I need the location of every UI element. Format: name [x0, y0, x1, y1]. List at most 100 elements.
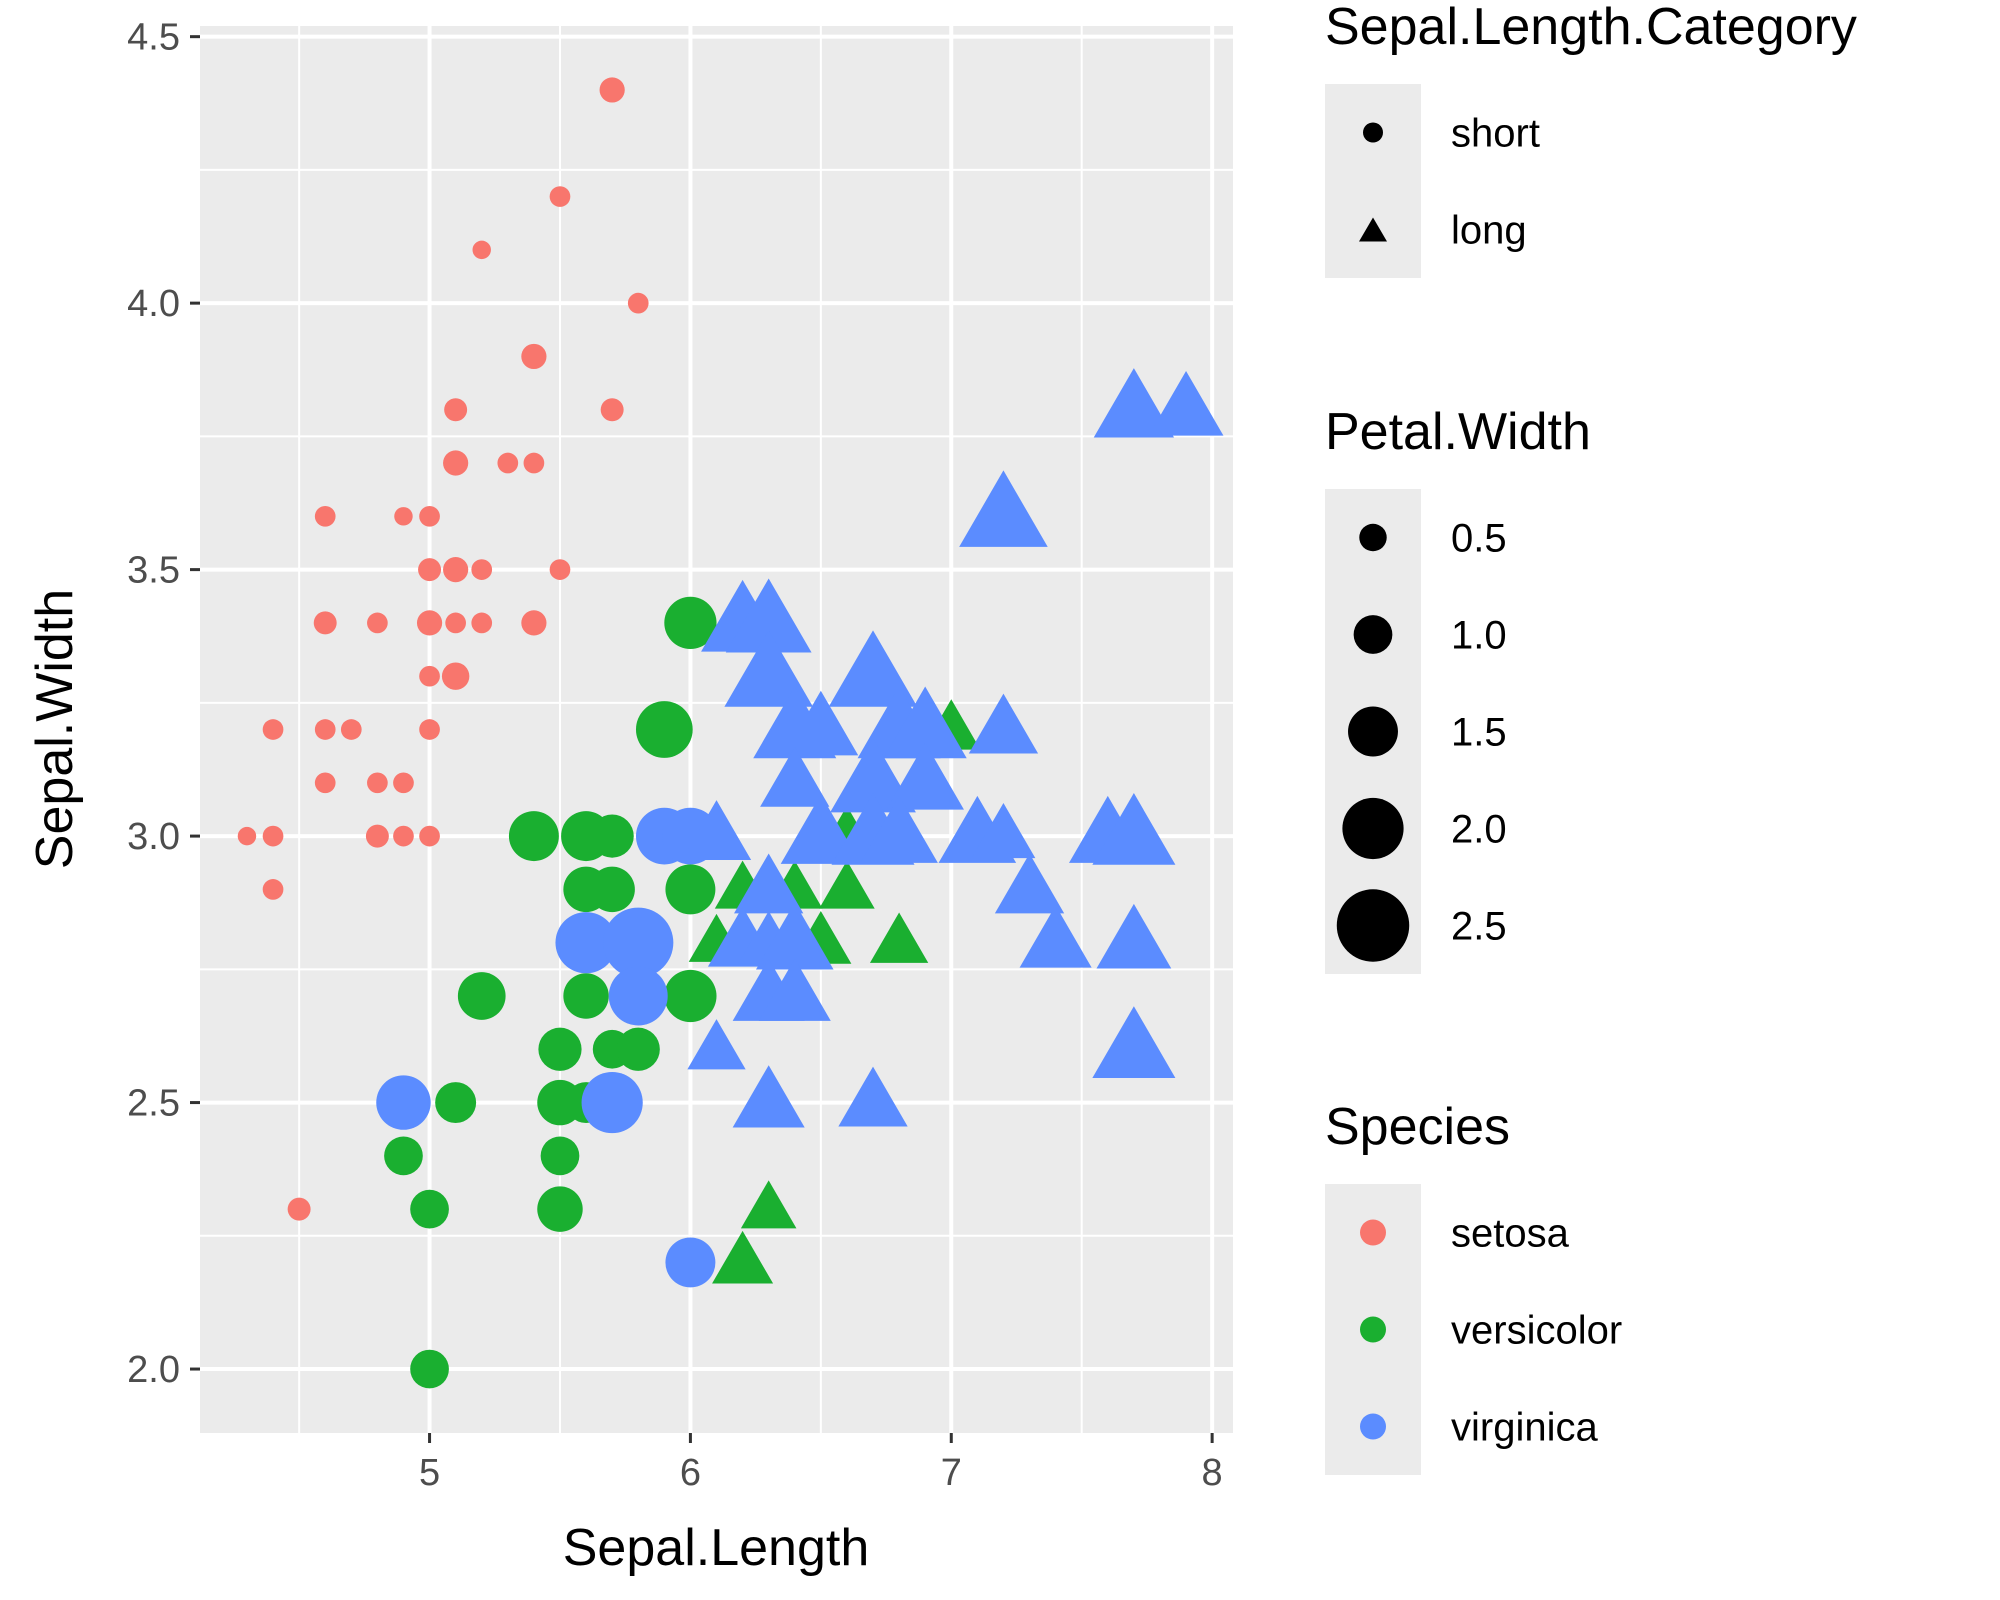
data-point-versicolor — [410, 1189, 449, 1229]
data-point-virginica — [838, 1066, 908, 1127]
data-point-virginica — [994, 853, 1065, 914]
legend-title-size: Petal.Width — [1325, 403, 1591, 461]
y-tick-label: 3.5 — [127, 550, 180, 592]
data-point-virginica — [860, 795, 938, 863]
data-point-versicolor — [538, 1027, 582, 1071]
data-point-setosa — [471, 559, 493, 580]
data-point-setosa — [416, 610, 443, 636]
y-axis-title: Sepal.Width — [26, 589, 84, 869]
data-point-setosa — [262, 879, 284, 900]
data-point-virginica — [725, 578, 812, 653]
y-tick-label: 2.5 — [127, 1083, 180, 1125]
data-point-virginica — [959, 470, 1048, 547]
data-point-setosa — [521, 343, 547, 370]
data-point-setosa — [340, 719, 362, 740]
data-point-virginica — [687, 1019, 746, 1070]
data-point-virginica — [780, 794, 861, 864]
data-point-setosa — [367, 772, 388, 794]
data-point-virginica — [755, 902, 834, 970]
data-point-virginica — [555, 912, 617, 974]
data-point-virginica — [665, 1237, 716, 1288]
data-point-versicolor — [740, 1180, 797, 1229]
data-point-virginica — [886, 742, 964, 810]
data-point-virginica — [581, 1071, 643, 1134]
legend-key-size-circle — [1348, 706, 1398, 757]
legend-label: 1.5 — [1451, 711, 1507, 755]
data-point-setosa — [443, 557, 469, 583]
y-tick-label: 4.0 — [127, 283, 180, 325]
data-point-setosa — [365, 824, 389, 848]
data-point-virginica — [1092, 1006, 1176, 1078]
data-point-setosa — [262, 825, 284, 847]
data-point-virginica — [971, 803, 1036, 859]
data-point-virginica — [603, 907, 674, 978]
x-tick-label: 7 — [941, 1452, 962, 1494]
data-point-virginica — [760, 746, 830, 807]
data-point-setosa — [287, 1197, 311, 1221]
data-point-setosa — [394, 507, 413, 526]
data-point-setosa — [313, 611, 337, 635]
data-point-setosa — [419, 505, 440, 527]
data-point-versicolor — [664, 596, 717, 650]
data-point-versicolor — [616, 1027, 660, 1071]
legend-label: short — [1451, 112, 1540, 156]
data-point-virginica — [1096, 903, 1172, 969]
data-point-setosa — [367, 612, 388, 634]
data-point-setosa — [523, 452, 545, 474]
data-point-versicolor — [457, 972, 506, 1020]
data-point-setosa — [443, 450, 469, 476]
data-point-setosa — [549, 559, 571, 580]
axes: 5 6 7 8 2.0 2.5 3.0 3.5 4.0 4.5 — [127, 17, 1223, 1494]
legend-key-size-circle — [1336, 889, 1410, 962]
data-point-versicolor — [819, 860, 875, 909]
data-point-versicolor — [435, 1082, 477, 1124]
data-point-versicolor — [635, 701, 693, 758]
data-point-setosa — [314, 772, 336, 794]
panel-background — [200, 26, 1233, 1433]
data-point-setosa — [418, 558, 442, 582]
data-point-setosa — [549, 186, 571, 207]
data-point-virginica — [1092, 793, 1176, 865]
legend-key-color-versicolor — [1360, 1316, 1386, 1343]
data-point-virginica — [724, 630, 813, 707]
legend-label: virginica — [1451, 1406, 1598, 1450]
legend-label: 2.5 — [1451, 905, 1507, 949]
data-point-setosa — [599, 77, 625, 103]
x-tick-label: 8 — [1202, 1452, 1223, 1494]
y-tick-label: 2.0 — [127, 1349, 180, 1391]
data-point-setosa — [393, 772, 414, 794]
legend-label: setosa — [1451, 1212, 1570, 1256]
y-tick-label: 4.5 — [127, 17, 180, 59]
data-point-setosa — [600, 398, 624, 422]
data-point-versicolor — [869, 912, 929, 963]
legend-key-size-circle — [1342, 797, 1404, 860]
data-point-versicolor — [712, 1230, 774, 1284]
data-point-virginica — [1019, 905, 1092, 968]
x-tick-label: 6 — [680, 1452, 701, 1494]
data-point-versicolor — [410, 1349, 449, 1389]
data-point-virginica — [734, 853, 804, 914]
data-point-virginica — [883, 686, 967, 759]
legend-label: versicolor — [1451, 1309, 1622, 1353]
data-point-setosa — [441, 662, 470, 690]
data-point-setosa — [444, 398, 468, 422]
data-point-setosa — [314, 719, 336, 740]
data-point-virginica — [1093, 368, 1175, 438]
data-point-setosa — [497, 452, 519, 474]
data-point-virginica — [783, 690, 859, 756]
data-point-setosa — [419, 825, 440, 847]
data-point-setosa — [627, 292, 649, 314]
data-point-setosa — [521, 610, 547, 636]
data-point-versicolor — [563, 973, 609, 1019]
data-point-versicolor — [540, 1136, 580, 1176]
legend-key-size-circle — [1353, 615, 1393, 654]
data-point-versicolor — [537, 1186, 583, 1232]
data-point-virginica — [830, 738, 916, 813]
data-points — [237, 77, 1224, 1389]
legend-key-triangle — [1359, 217, 1387, 242]
data-point-virginica — [968, 693, 1039, 754]
data-point-virginica — [732, 1065, 805, 1128]
data-point-setosa — [314, 505, 336, 527]
legend-title-color: Species — [1325, 1098, 1510, 1156]
